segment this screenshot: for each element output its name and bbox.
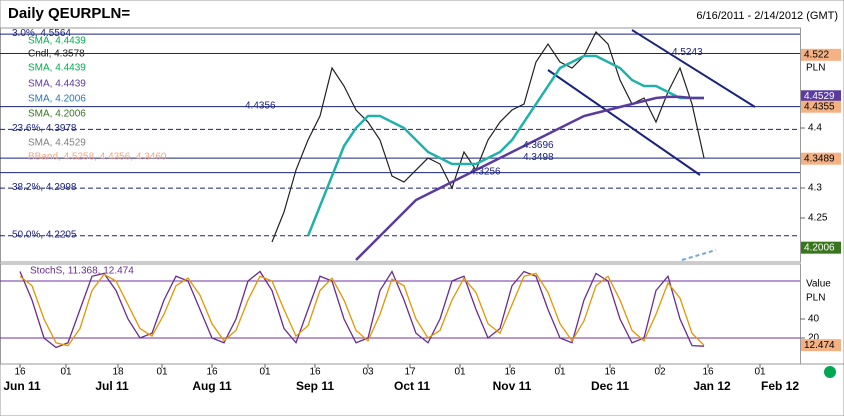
price-box-label: 4.522 bbox=[804, 49, 829, 60]
series-line bbox=[306, 54, 704, 237]
x-day-label: 16 bbox=[504, 367, 516, 378]
stoch-title: StochS, 11.368, 12.474 bbox=[30, 266, 134, 277]
legend-entry: SMA, 4.4439 bbox=[28, 36, 86, 47]
axis-title: Value bbox=[806, 279, 831, 290]
x-day-label: 17 bbox=[404, 367, 416, 378]
y-tick-label: 4.25 bbox=[808, 213, 828, 224]
overlay: 4.25 4.3 4.4 PLN 3.0%, 4.5564 4.5243 4.4356 23.… bbox=[3, 28, 841, 393]
series-line bbox=[355, 95, 704, 261]
value-box bbox=[801, 339, 841, 352]
x-month-label: Jun 11 bbox=[3, 379, 41, 393]
price-box bbox=[801, 100, 841, 113]
level-label: 4.5243 bbox=[672, 47, 703, 58]
price-box-label: 4.2006 bbox=[804, 242, 835, 253]
price-plot bbox=[0, 31, 800, 261]
level-label: 3.0%, 4.5564 bbox=[12, 28, 71, 39]
x-day-label: 02 bbox=[654, 367, 666, 378]
series-line bbox=[19, 270, 705, 349]
x-day-label: 16 bbox=[604, 367, 616, 378]
channel-line bbox=[631, 29, 756, 108]
x-day-label: 16 bbox=[309, 367, 321, 378]
level-label: 4.3696 bbox=[523, 140, 554, 151]
value-box-label: 12.474 bbox=[804, 340, 835, 351]
axis-unit: PLN bbox=[806, 63, 825, 74]
price-box bbox=[801, 90, 841, 103]
y-tick-label: 40 bbox=[808, 314, 820, 325]
x-month-label: Aug 11 bbox=[192, 379, 232, 393]
x-day-label: 01 bbox=[454, 367, 466, 378]
price-panel bbox=[0, 27, 801, 263]
channel-line bbox=[547, 69, 701, 176]
date-range: 6/16/2011 - 2/14/2012 (GMT) bbox=[696, 10, 838, 22]
level-label: 50.0%, 4.2205 bbox=[12, 229, 77, 240]
x-month-label: Oct 11 bbox=[394, 379, 430, 393]
level-label: 38.2%, 4.2998 bbox=[12, 182, 77, 193]
projection-line bbox=[681, 249, 717, 261]
x-day-label: 16 bbox=[702, 367, 714, 378]
indicator-label: BBand, 4.5258, 4.4356, 4.3460 bbox=[28, 152, 167, 163]
price-box-label: 4.4529 bbox=[804, 91, 835, 102]
x-month-label: Dec 11 bbox=[591, 379, 629, 393]
price-box bbox=[801, 48, 841, 61]
legend-entry: Cndl, 4.3578 bbox=[28, 49, 85, 60]
chart-title: Daily QEURPLN= bbox=[8, 5, 130, 22]
price-box bbox=[801, 152, 841, 165]
series-line bbox=[19, 272, 705, 347]
x-day-label: 18 bbox=[112, 367, 124, 378]
x-month-label: Jan 12 bbox=[693, 379, 731, 393]
indicator-label: SMA, 4.2006 bbox=[28, 94, 86, 105]
price-box-label: 4.3489 bbox=[804, 153, 835, 164]
x-month-label: Nov 11 bbox=[493, 379, 532, 393]
x-month-label: Sep 11 bbox=[296, 379, 334, 393]
x-day-label: 01 bbox=[754, 367, 766, 378]
indicator-label: SMA, 4.2006 bbox=[28, 109, 86, 120]
x-day-label: 01 bbox=[554, 367, 566, 378]
status-light bbox=[824, 366, 836, 378]
legend-entry: SMA, 4.4439 bbox=[28, 79, 86, 90]
x-month-label: Feb 12 bbox=[761, 379, 799, 393]
price-box-label: 4.4355 bbox=[804, 101, 835, 112]
level-label: 23.6%, 4.3978 bbox=[12, 123, 77, 134]
y-tick-label: 4.4 bbox=[808, 123, 822, 134]
x-day-label: 16 bbox=[206, 367, 218, 378]
level-label: 4.3498 bbox=[523, 152, 554, 163]
x-day-label: 16 bbox=[14, 367, 26, 378]
x-day-label: 03 bbox=[362, 367, 374, 378]
y-tick-label: 20 bbox=[808, 333, 820, 344]
x-month-label: Jul 11 bbox=[95, 379, 129, 393]
x-day-label: 01 bbox=[259, 367, 271, 378]
indicator-label: SMA, 4.4439 bbox=[28, 63, 86, 74]
level-label: 4.3256 bbox=[470, 166, 501, 177]
x-day-label: 01 bbox=[156, 367, 168, 378]
stoch-plot bbox=[0, 270, 800, 349]
x-day-label: 01 bbox=[60, 367, 72, 378]
price-box bbox=[801, 241, 841, 254]
trendlines bbox=[547, 29, 756, 261]
indicator-label: SMA, 4.4529 bbox=[28, 138, 86, 149]
y-tick-label: 4.3 bbox=[808, 183, 822, 194]
axis-unit: PLN bbox=[806, 293, 825, 304]
level-label: 4.4356 bbox=[245, 100, 276, 111]
